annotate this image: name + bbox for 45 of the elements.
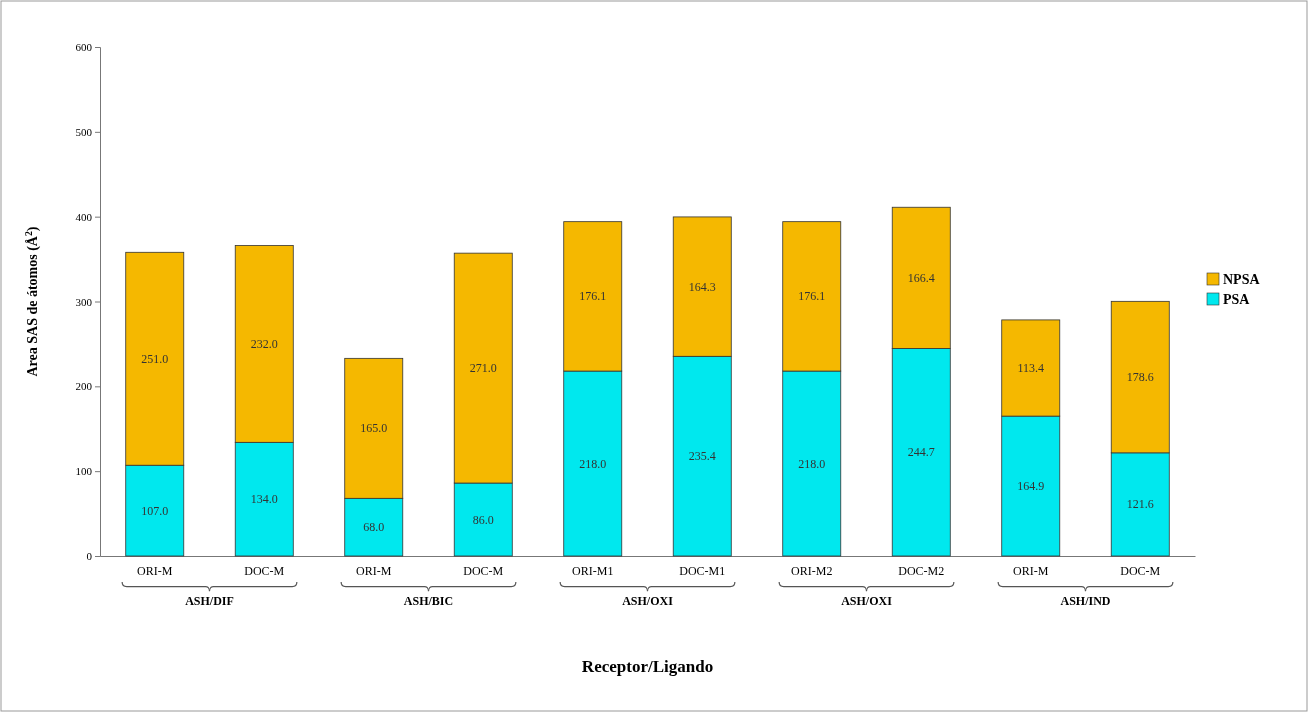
data-label: 164.9 [1017, 479, 1045, 494]
x-tick-label: DOC-M1 [679, 563, 726, 578]
y-tick-label: 0 [86, 550, 93, 563]
y-tick-label: 600 [75, 41, 93, 54]
legend-label: NPSA [1223, 272, 1261, 287]
x-tick-label: ORI-M [1013, 563, 1049, 578]
text: ASH/DIF [185, 594, 234, 608]
data-label: 271.0 [469, 361, 497, 376]
data-label: 68.0 [363, 520, 385, 535]
data-label: 134.0 [250, 492, 278, 507]
x-tick-label: ORI-M2 [791, 563, 833, 578]
data-label: 176.1 [798, 289, 826, 304]
x-tick-label: ORI-M [356, 563, 392, 578]
data-label: 244.7 [907, 445, 935, 460]
data-label: 86.0 [472, 512, 494, 527]
y-tick-label: 200 [75, 380, 93, 393]
data-label: 251.0 [141, 351, 169, 366]
data-label: 235.4 [688, 449, 716, 464]
x-tick-label: DOC-M [244, 563, 285, 578]
data-label: 176.1 [579, 289, 607, 304]
data-label: 165.0 [360, 421, 388, 436]
y-tick-label: 500 [75, 125, 93, 138]
x-tick-label: DOC-M2 [898, 563, 945, 578]
y-tick-label: 300 [75, 295, 93, 308]
data-label: 107.0 [141, 503, 169, 518]
x-axis-title: Receptor/Ligando [581, 657, 714, 676]
text: ASH/BIC [403, 594, 454, 608]
y-tick-label: 100 [75, 465, 93, 478]
data-label: 218.0 [798, 456, 826, 471]
data-label: 164.3 [688, 279, 716, 294]
data-label: 166.4 [907, 270, 935, 285]
x-tick-label: DOC-M [1120, 563, 1161, 578]
x-tick-label: ORI-M [137, 563, 173, 578]
data-label: 113.4 [1017, 361, 1045, 376]
data-label: 218.0 [579, 456, 607, 471]
data-label: 232.0 [250, 336, 278, 351]
text: ASH/OXI [841, 594, 893, 608]
data-label: 178.6 [1126, 370, 1154, 385]
legend-label: PSA [1223, 292, 1251, 307]
data-label: 121.6 [1126, 497, 1154, 512]
x-tick-label: DOC-M [463, 563, 504, 578]
x-tick-label: ORI-M1 [572, 563, 614, 578]
text: ASH/IND [1060, 594, 1111, 608]
text: ASH/OXI [622, 594, 674, 608]
y-tick-label: 400 [75, 210, 93, 223]
